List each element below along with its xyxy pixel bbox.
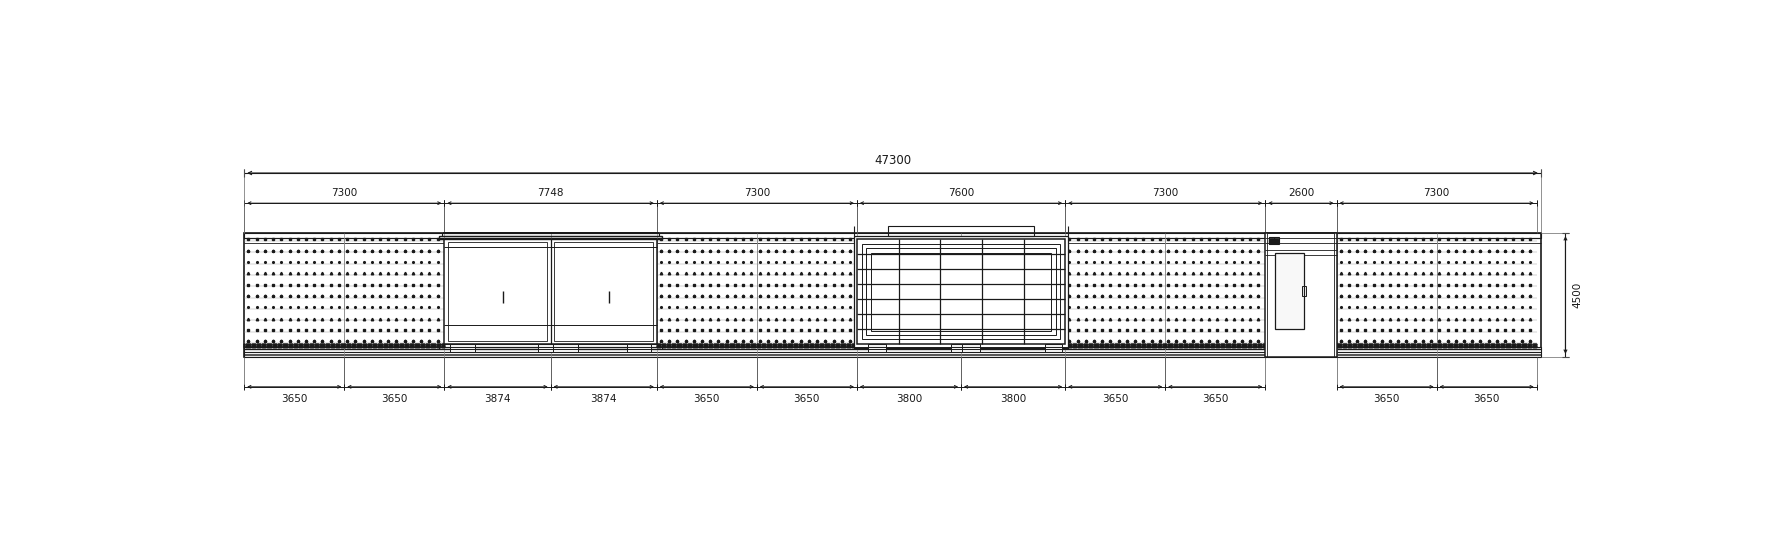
Bar bbox=[244, 233, 1541, 356]
Text: 3650: 3650 bbox=[1473, 394, 1500, 404]
Bar bbox=[857, 239, 1066, 344]
Text: 3650: 3650 bbox=[1203, 394, 1229, 404]
Text: 4500: 4500 bbox=[1573, 282, 1582, 308]
Text: 7300: 7300 bbox=[744, 188, 770, 198]
Text: 7300: 7300 bbox=[331, 188, 358, 198]
Bar bbox=[1044, 344, 1062, 351]
Bar bbox=[244, 347, 1541, 356]
Bar bbox=[1276, 252, 1304, 329]
Bar bbox=[1302, 286, 1306, 296]
Bar bbox=[443, 232, 658, 233]
Text: 7748: 7748 bbox=[537, 188, 564, 198]
Text: 3650: 3650 bbox=[381, 394, 407, 404]
Bar bbox=[870, 252, 1051, 331]
Bar bbox=[868, 344, 886, 351]
Text: 7300: 7300 bbox=[1423, 188, 1450, 198]
Bar bbox=[1267, 233, 1334, 356]
Bar bbox=[244, 233, 1541, 238]
Bar bbox=[952, 344, 970, 351]
Bar bbox=[439, 344, 662, 346]
Text: 3650: 3650 bbox=[793, 394, 820, 404]
Text: 7300: 7300 bbox=[1153, 188, 1178, 198]
Bar bbox=[626, 344, 651, 351]
Text: 2600: 2600 bbox=[1288, 188, 1315, 198]
Bar bbox=[854, 236, 1069, 348]
Bar bbox=[445, 239, 656, 344]
Text: 3874: 3874 bbox=[591, 394, 617, 404]
Bar bbox=[1270, 237, 1279, 245]
Bar bbox=[553, 344, 578, 351]
Bar bbox=[448, 242, 548, 341]
Bar bbox=[863, 245, 1060, 339]
Text: 3650: 3650 bbox=[1373, 394, 1400, 404]
Bar bbox=[439, 347, 662, 349]
Text: 3650: 3650 bbox=[694, 394, 720, 404]
Bar bbox=[445, 239, 656, 344]
Text: 3800: 3800 bbox=[1000, 394, 1026, 404]
Text: 7600: 7600 bbox=[948, 188, 975, 198]
Text: 3800: 3800 bbox=[897, 394, 922, 404]
Bar bbox=[962, 344, 980, 351]
Bar bbox=[1270, 237, 1274, 245]
Bar bbox=[854, 347, 1069, 349]
Bar bbox=[439, 236, 662, 239]
Bar bbox=[441, 233, 660, 236]
Bar bbox=[1265, 233, 1336, 356]
Bar bbox=[450, 344, 475, 351]
Text: 47300: 47300 bbox=[873, 154, 911, 167]
Bar bbox=[866, 248, 1055, 335]
Bar bbox=[539, 344, 562, 351]
Bar bbox=[888, 226, 1034, 236]
Text: 3650: 3650 bbox=[281, 394, 308, 404]
Bar bbox=[553, 242, 653, 341]
Bar bbox=[1265, 233, 1336, 356]
Text: 3874: 3874 bbox=[484, 394, 511, 404]
Text: 3650: 3650 bbox=[1101, 394, 1128, 404]
Bar bbox=[854, 236, 1069, 348]
